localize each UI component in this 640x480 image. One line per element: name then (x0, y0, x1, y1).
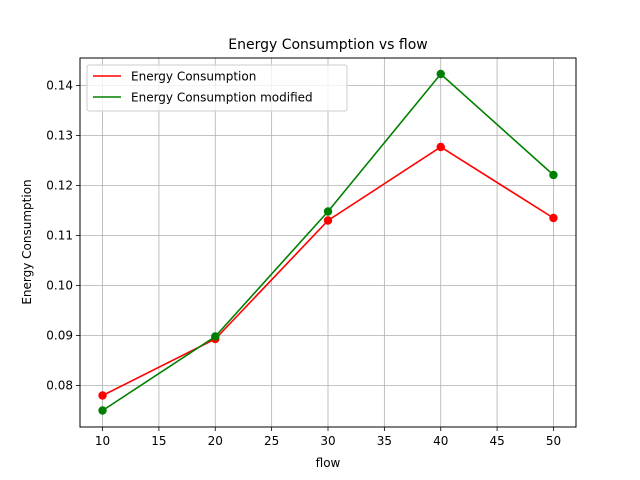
y-tick-label: 0.12 (46, 179, 73, 193)
data-point-1-4 (549, 170, 558, 180)
x-tick-label: 50 (546, 434, 561, 448)
y-tick-label: 0.08 (46, 379, 73, 393)
legend-box (86, 64, 348, 112)
data-point-0-3 (436, 142, 445, 152)
data-point-1-0 (98, 406, 107, 415)
x-tick-label: 10 (95, 434, 110, 448)
legend-label-energy-consumption-modified: Energy Consumption modified (131, 91, 313, 105)
x-tick-label: 20 (208, 434, 223, 448)
data-point-1-3 (436, 69, 445, 79)
legend-label-energy-consumption: Energy Consumption (131, 70, 256, 84)
x-tick-label: 25 (264, 434, 279, 448)
y-tick-label: 0.10 (46, 279, 73, 293)
x-tick-label: 45 (489, 434, 504, 448)
ticks: 10 15 20 25 30 35 40 45 50 0.08 0.09 0.10 0.11 0.12 0.… (46, 79, 561, 449)
data-point-0-0 (98, 391, 107, 400)
y-tick-label: 0.11 (46, 229, 73, 243)
series (98, 69, 558, 415)
data-point-1-2 (323, 207, 333, 216)
x-tick-label: 15 (151, 434, 166, 448)
data-point-0-4 (549, 213, 558, 223)
legend: Energy Consumption Energy Consumption mo… (86, 64, 348, 112)
y-tick-label: 0.09 (46, 329, 73, 343)
data-point-0-2 (323, 216, 333, 225)
chart-title: Energy Consumption vs flow (228, 37, 428, 53)
y-tick-label: 0.13 (46, 129, 73, 143)
y-axis-label: Energy Consumption (20, 179, 34, 304)
x-tick-label: 35 (377, 434, 392, 448)
y-tick-label: 0.14 (46, 79, 73, 93)
x-tick-label: 30 (320, 434, 335, 448)
data-point-1-1 (211, 332, 220, 341)
x-axis-label: flow (316, 456, 341, 470)
grid (80, 58, 576, 427)
x-tick-label: 40 (433, 434, 448, 448)
